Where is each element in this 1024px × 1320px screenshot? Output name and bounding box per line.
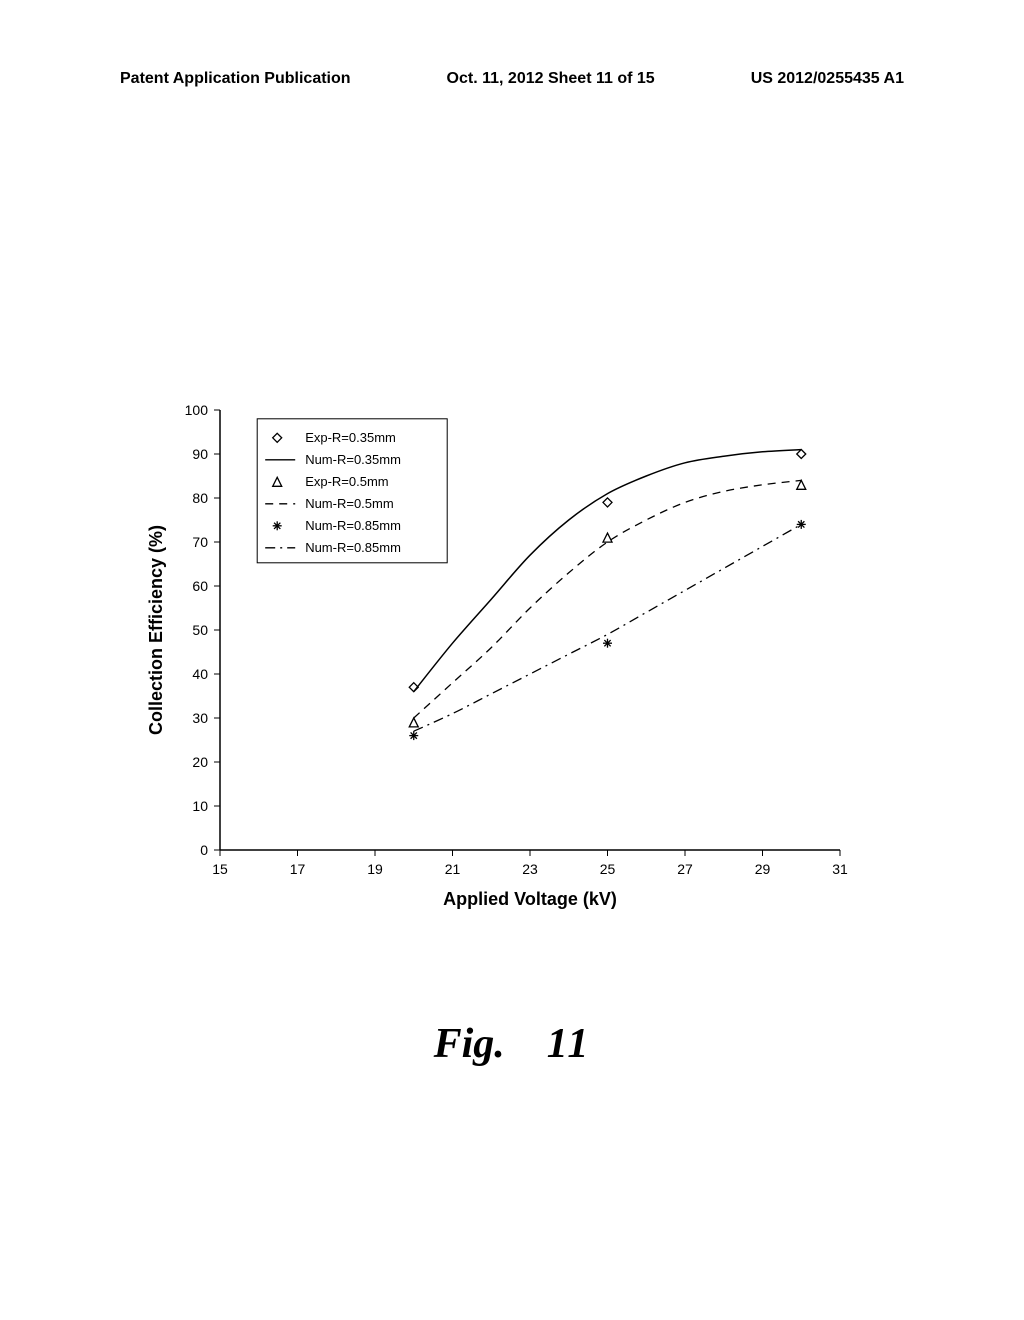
svg-text:Num-R=0.5mm: Num-R=0.5mm: [305, 496, 394, 511]
svg-text:70: 70: [192, 534, 208, 550]
svg-text:80: 80: [192, 490, 208, 506]
header-left: Patent Application Publication: [120, 70, 351, 88]
svg-text:50: 50: [192, 622, 208, 638]
svg-text:25: 25: [600, 861, 616, 877]
svg-text:29: 29: [755, 861, 771, 877]
header-center: Oct. 11, 2012 Sheet 11 of 15: [447, 70, 655, 88]
svg-text:Num-R=0.85mm: Num-R=0.85mm: [305, 540, 401, 555]
efficiency-chart: 15 17 19 21 23 25 27 29 31 0 10 20 30 40 50 60 70 80 90 100…: [140, 400, 860, 920]
svg-text:0: 0: [200, 842, 208, 858]
patent-header: Patent Application Publication Oct. 11, …: [120, 70, 904, 88]
svg-text:40: 40: [192, 666, 208, 682]
svg-text:90: 90: [192, 446, 208, 462]
svg-text:10: 10: [192, 798, 208, 814]
svg-text:60: 60: [192, 578, 208, 594]
figure-caption: Fig. 11: [0, 1020, 1024, 1068]
svg-text:Num-R=0.85mm: Num-R=0.85mm: [305, 518, 401, 533]
svg-text:27: 27: [677, 861, 693, 877]
svg-text:30: 30: [192, 710, 208, 726]
fig-prefix: Fig.: [434, 1021, 505, 1067]
svg-text:Num-R=0.35mm: Num-R=0.35mm: [305, 452, 401, 467]
svg-text:15: 15: [212, 861, 228, 877]
svg-text:100: 100: [185, 402, 209, 418]
svg-text:Exp-R=0.35mm: Exp-R=0.35mm: [305, 430, 396, 445]
svg-text:21: 21: [445, 861, 461, 877]
svg-text:Exp-R=0.5mm: Exp-R=0.5mm: [305, 474, 388, 489]
svg-text:Collection Efficiency (%): Collection Efficiency (%): [146, 525, 166, 735]
header-right: US 2012/0255435 A1: [751, 70, 904, 88]
svg-text:17: 17: [290, 861, 306, 877]
svg-text:23: 23: [522, 861, 538, 877]
svg-text:31: 31: [832, 861, 848, 877]
fig-number: 11: [547, 1021, 591, 1067]
svg-text:Applied Voltage (kV): Applied Voltage (kV): [443, 889, 617, 909]
svg-text:19: 19: [367, 861, 383, 877]
svg-text:20: 20: [192, 754, 208, 770]
